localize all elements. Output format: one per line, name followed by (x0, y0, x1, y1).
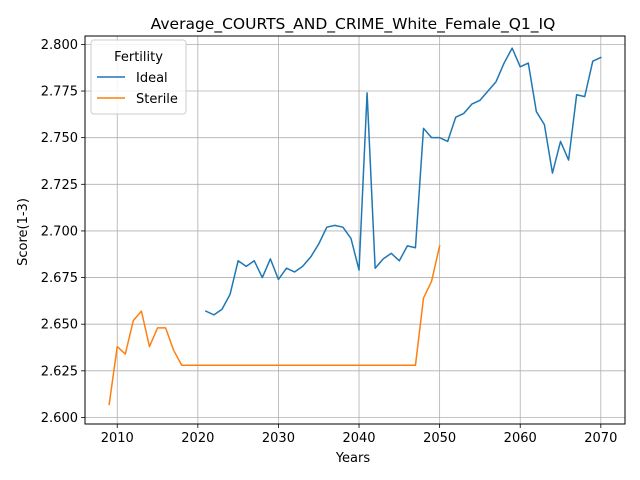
legend-label-ideal: Ideal (136, 71, 168, 86)
y-tick-label: 2.600 (41, 411, 78, 426)
x-tick-label: 2050 (423, 431, 456, 446)
x-tick-label: 2070 (584, 431, 617, 446)
y-tick-label: 2.625 (41, 364, 78, 379)
legend-label-sterile: Sterile (136, 92, 178, 107)
series-line-sterile (108, 244, 441, 406)
x-tick-label: 2030 (262, 431, 295, 446)
grid-lines (85, 36, 625, 424)
y-tick-label: 2.725 (41, 178, 78, 193)
legend: Fertility Ideal Sterile (90, 39, 187, 115)
x-tick-label: 2010 (101, 431, 134, 446)
y-tick-label: 2.775 (41, 85, 78, 100)
y-axis-label: Score(1-3) (16, 198, 31, 266)
legend-frame (90, 39, 187, 115)
y-tick-label: 2.800 (41, 38, 78, 53)
x-tick-label: 2020 (181, 431, 214, 446)
series-line-ideal (204, 47, 602, 316)
data-series (108, 47, 602, 406)
legend-title: Fertility (114, 50, 163, 65)
y-tick-label: 2.750 (41, 131, 78, 146)
x-tick-label: 2060 (504, 431, 537, 446)
plot-area-frame (84, 35, 626, 425)
y-axis-ticks: 2.600 2.625 2.650 2.675 2.700 2.725 2.750 2.775… (41, 38, 85, 426)
x-axis-label: Years (335, 451, 371, 466)
y-tick-label: 2.650 (41, 318, 78, 333)
x-tick-label: 2040 (342, 431, 375, 446)
x-axis-ticks: 2010 2020 2030 2040 2050 2060 2070 (101, 424, 617, 446)
y-tick-label: 2.700 (41, 224, 78, 239)
chart-title: Average_COURTS_AND_CRIME_White_Female_Q1… (151, 15, 556, 34)
y-tick-label: 2.675 (41, 271, 78, 286)
